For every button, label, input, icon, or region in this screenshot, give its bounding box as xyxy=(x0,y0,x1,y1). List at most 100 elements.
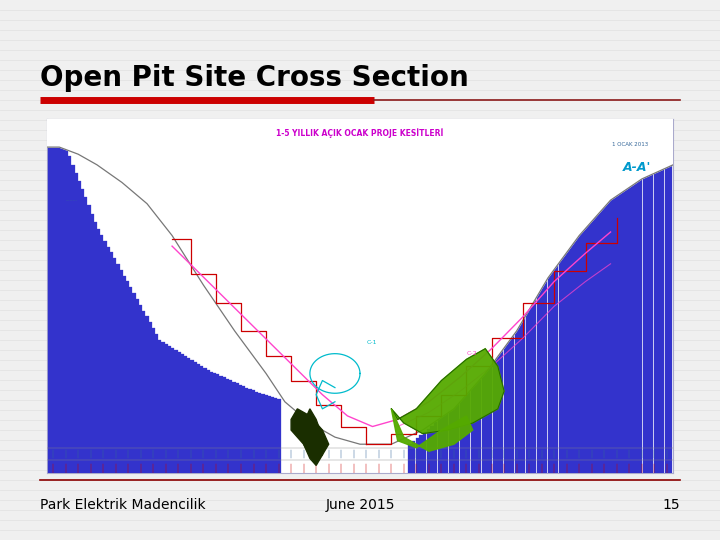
Bar xyxy=(174,350,178,472)
Text: Open Pit Site Cross Section: Open Pit Site Cross Section xyxy=(40,64,468,92)
Bar xyxy=(434,422,438,472)
Bar xyxy=(584,222,588,472)
Bar xyxy=(431,426,434,472)
Bar xyxy=(552,263,554,472)
Bar xyxy=(64,148,68,472)
Bar xyxy=(511,327,514,472)
Bar xyxy=(412,441,415,472)
Bar xyxy=(209,372,213,472)
Bar xyxy=(533,292,536,472)
Bar xyxy=(515,321,518,472)
Bar xyxy=(254,392,258,472)
Bar xyxy=(180,354,184,472)
Bar xyxy=(193,362,197,472)
Text: C-2: C-2 xyxy=(467,351,477,356)
Bar xyxy=(599,206,602,472)
Bar xyxy=(573,235,577,472)
Bar xyxy=(103,241,107,472)
Text: 1-5 YILLIK AÇIK OCAK PROJE KESİTLERİ: 1-5 YILLIK AÇIK OCAK PROJE KESİTLERİ xyxy=(276,127,444,138)
Bar xyxy=(508,333,510,472)
Bar xyxy=(135,299,139,472)
Bar xyxy=(186,358,190,472)
Bar xyxy=(228,380,233,472)
Bar xyxy=(463,391,467,472)
Bar xyxy=(613,191,617,472)
Bar xyxy=(106,247,110,472)
Bar xyxy=(215,374,220,472)
Bar xyxy=(485,363,489,472)
Bar xyxy=(222,377,226,472)
Bar xyxy=(274,398,277,472)
Bar xyxy=(48,147,52,472)
Bar xyxy=(624,184,628,472)
Bar xyxy=(559,252,562,472)
Bar xyxy=(621,186,624,472)
Bar xyxy=(60,147,65,472)
Bar xyxy=(257,393,261,472)
Bar xyxy=(536,286,540,472)
Bar xyxy=(547,269,551,472)
Bar xyxy=(562,247,566,472)
Polygon shape xyxy=(47,119,673,444)
Bar xyxy=(668,154,672,472)
Bar xyxy=(115,264,120,472)
Bar xyxy=(161,342,165,472)
Bar xyxy=(441,416,445,472)
Bar xyxy=(125,281,130,472)
Bar xyxy=(529,298,533,472)
Bar xyxy=(459,395,463,472)
Text: June 2015: June 2015 xyxy=(325,498,395,512)
Bar xyxy=(591,214,595,472)
Bar xyxy=(219,376,222,472)
Bar xyxy=(109,252,113,472)
Bar xyxy=(93,222,97,472)
Bar xyxy=(54,147,58,472)
Polygon shape xyxy=(291,409,329,462)
Bar xyxy=(251,390,255,472)
Bar xyxy=(496,350,500,472)
Bar xyxy=(267,396,271,472)
Bar xyxy=(58,147,62,472)
Text: 15: 15 xyxy=(663,498,680,512)
Bar xyxy=(244,388,248,472)
Bar xyxy=(212,373,216,472)
Bar xyxy=(170,348,174,472)
Bar xyxy=(84,197,87,472)
Bar xyxy=(419,435,423,472)
Bar xyxy=(456,400,459,472)
Bar xyxy=(96,229,100,472)
Bar xyxy=(128,287,132,472)
Bar xyxy=(225,379,229,472)
Text: A-A': A-A' xyxy=(623,161,652,174)
Bar xyxy=(154,334,158,472)
Bar xyxy=(206,370,210,472)
Bar xyxy=(241,386,246,472)
Bar xyxy=(650,166,654,472)
Bar xyxy=(99,235,104,472)
Bar xyxy=(522,309,526,472)
Text: --------: -------- xyxy=(66,198,78,202)
Bar xyxy=(452,404,456,472)
Bar xyxy=(566,243,570,472)
Bar xyxy=(86,206,91,472)
Bar xyxy=(603,202,606,472)
Bar xyxy=(570,239,573,472)
Bar xyxy=(145,316,148,472)
Bar xyxy=(189,360,194,472)
Bar xyxy=(248,389,251,472)
Bar xyxy=(595,210,598,472)
Bar xyxy=(138,305,142,472)
Bar xyxy=(158,340,161,472)
Bar xyxy=(635,177,639,472)
Bar xyxy=(231,382,235,472)
Bar xyxy=(665,157,668,472)
Bar xyxy=(80,189,84,472)
Bar xyxy=(661,159,665,472)
Bar xyxy=(67,157,71,472)
Bar xyxy=(657,161,661,472)
Bar xyxy=(167,346,171,472)
Bar xyxy=(478,373,482,472)
Text: 1 OCAK 2013: 1 OCAK 2013 xyxy=(612,142,648,147)
Bar xyxy=(164,344,168,472)
Bar xyxy=(148,322,152,472)
